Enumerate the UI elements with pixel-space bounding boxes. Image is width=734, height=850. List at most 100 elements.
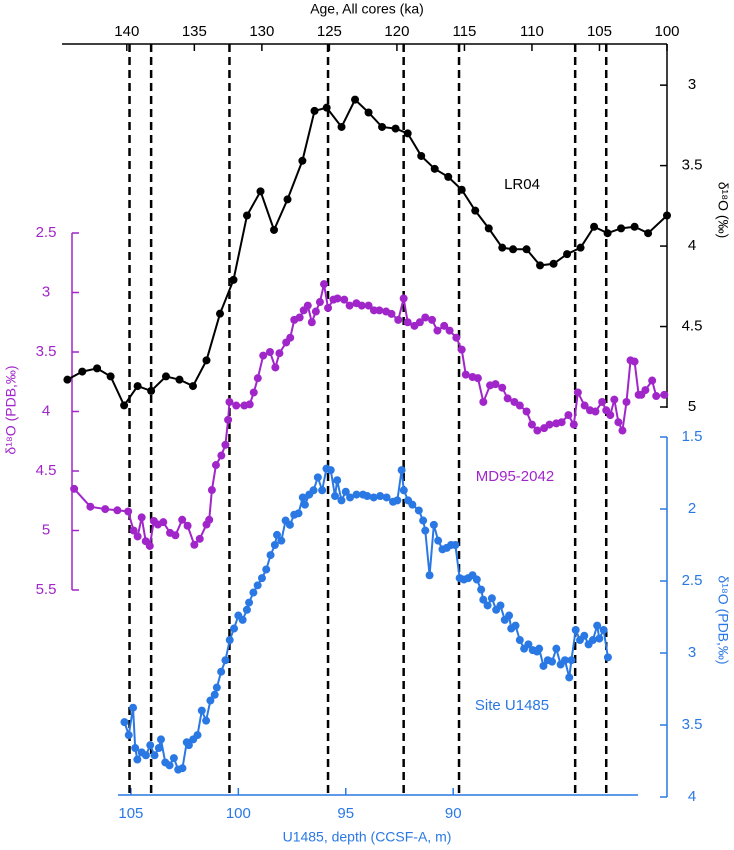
x2-tick-label: 90 — [445, 805, 462, 822]
data-point — [630, 357, 639, 366]
data-point — [309, 486, 318, 495]
data-point — [315, 298, 324, 307]
data-point — [318, 486, 327, 495]
data-point — [169, 754, 178, 763]
data-point — [156, 735, 165, 744]
data-point — [277, 536, 286, 545]
data-point — [414, 506, 423, 515]
data-point — [595, 634, 604, 643]
data-point — [270, 225, 279, 234]
data-point — [133, 382, 142, 391]
data-point — [217, 451, 226, 460]
x2-tick-label: 100 — [226, 805, 251, 822]
series-label: MD95-2042 — [476, 468, 554, 485]
data-point — [472, 575, 481, 584]
data-point — [178, 764, 187, 773]
data-point — [331, 492, 340, 501]
data-point — [253, 581, 262, 590]
data-point — [511, 621, 520, 630]
x-tick-label: 130 — [249, 23, 274, 40]
data-point — [580, 631, 589, 640]
data-point — [473, 374, 482, 383]
data-point — [618, 426, 627, 435]
data-point — [273, 530, 282, 539]
data-point — [630, 222, 639, 231]
y2-axis-title: δ¹⁸O (‰) — [715, 182, 731, 238]
data-point — [536, 261, 545, 270]
data-point — [120, 718, 129, 727]
data-point — [564, 411, 573, 420]
data-point — [262, 565, 271, 574]
x-tick-label: 105 — [587, 23, 612, 40]
data-point — [333, 476, 342, 485]
data-point — [324, 303, 333, 312]
y-tick-label: 3 — [42, 283, 50, 300]
data-point — [593, 621, 602, 630]
data-point — [509, 245, 518, 254]
data-point — [603, 229, 612, 238]
data-point — [393, 496, 402, 505]
data-point — [175, 375, 184, 384]
data-point — [444, 172, 453, 181]
data-point — [539, 661, 548, 670]
data-point — [533, 426, 542, 435]
data-point — [498, 243, 507, 252]
x2-tick-label: 105 — [118, 805, 143, 822]
data-point — [496, 601, 505, 610]
data-point — [548, 657, 557, 666]
data-point — [498, 383, 507, 392]
y3-tick-label: 3.5 — [682, 716, 703, 733]
data-point — [433, 326, 442, 335]
data-point — [483, 601, 492, 610]
data-point — [603, 653, 612, 662]
data-point — [599, 625, 608, 634]
data-point — [387, 309, 396, 318]
data-point — [479, 397, 488, 406]
data-point — [86, 502, 95, 511]
data-point — [614, 418, 623, 427]
y2-tick-label: 5 — [688, 398, 696, 415]
data-point — [567, 656, 576, 665]
data-point — [243, 211, 252, 220]
data-point — [257, 574, 266, 583]
data-point — [408, 500, 417, 509]
y2-tick-label: 4.5 — [682, 318, 703, 335]
data-point — [471, 206, 480, 215]
data-point — [137, 513, 146, 522]
data-point — [663, 211, 671, 220]
data-point — [210, 690, 219, 699]
data-point — [197, 706, 206, 715]
data-point — [311, 307, 320, 316]
data-point — [221, 440, 230, 449]
data-point — [225, 636, 234, 645]
series-line — [66, 97, 668, 408]
data-point — [565, 673, 574, 682]
data-point — [477, 585, 486, 594]
data-point — [124, 507, 133, 516]
data-point — [522, 245, 531, 254]
data-point — [505, 611, 514, 620]
data-point — [622, 397, 631, 406]
data-point — [451, 541, 460, 549]
data-point — [610, 395, 619, 404]
data-point — [253, 374, 262, 383]
data-point — [171, 531, 180, 540]
data-point — [399, 294, 408, 303]
data-point — [271, 363, 280, 372]
data-point — [369, 493, 378, 502]
y2-tick-label: 3.5 — [682, 157, 703, 174]
data-point — [364, 108, 373, 117]
data-point — [378, 122, 387, 131]
data-point — [310, 106, 319, 115]
data-point — [503, 394, 512, 403]
data-point — [522, 407, 531, 416]
x2-tick-label: 95 — [337, 805, 354, 822]
data-point — [232, 401, 241, 410]
data-point — [560, 656, 569, 665]
data-point — [256, 187, 265, 196]
data-point — [307, 318, 316, 327]
data-point — [285, 520, 294, 529]
data-point — [184, 741, 193, 750]
y3-tick-label: 1.5 — [682, 428, 703, 445]
